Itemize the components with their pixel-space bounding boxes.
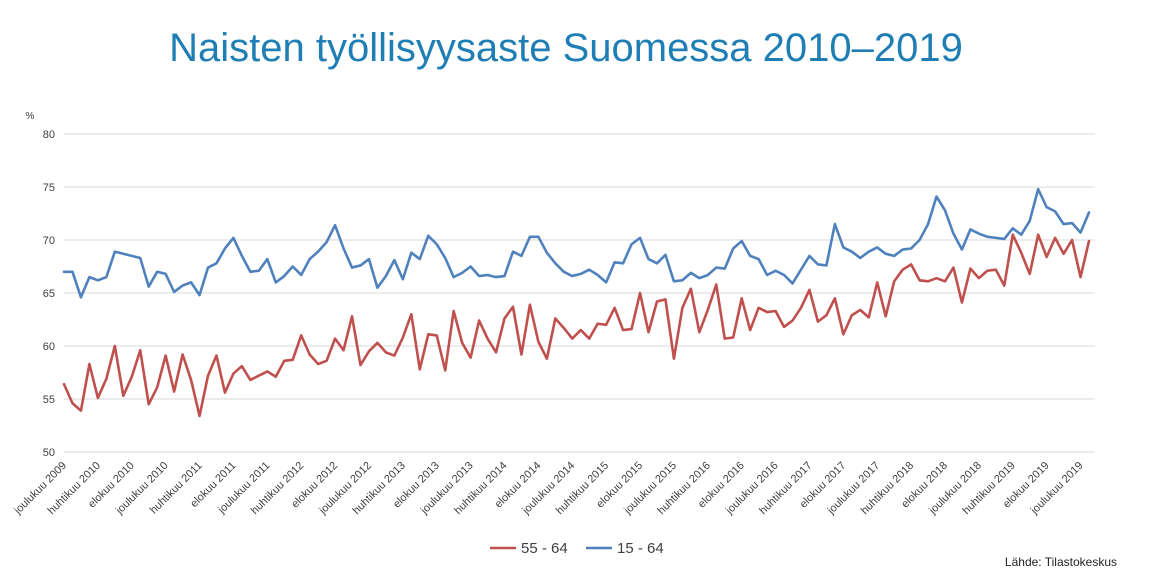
series-lines xyxy=(62,187,1091,418)
legend: 55 - 64 15 - 64 xyxy=(490,540,664,557)
y-axis-ticks: 50 55 60 65 70 75 80 xyxy=(43,129,55,459)
series-line-age-15-64 xyxy=(62,187,1091,299)
y-axis-unit: % xyxy=(26,111,35,122)
series-line-age-55-64 xyxy=(62,233,1091,418)
y-tick-label: 80 xyxy=(43,129,55,141)
y-tick-label: 70 xyxy=(43,235,55,247)
y-tick-label: 55 xyxy=(43,394,55,406)
chart-title: Naisten työllisyysaste Suomessa 2010–201… xyxy=(169,26,963,70)
y-tick-label: 75 xyxy=(43,182,55,194)
y-tick-label: 50 xyxy=(43,447,55,459)
legend-label: 55 - 64 xyxy=(521,540,568,557)
source-note: Lähde: Tilastokeskus xyxy=(1005,555,1117,569)
y-tick-label: 60 xyxy=(43,341,55,353)
y-tick-label: 65 xyxy=(43,288,55,300)
gridlines xyxy=(64,133,1095,453)
legend-label: 15 - 64 xyxy=(617,540,664,557)
